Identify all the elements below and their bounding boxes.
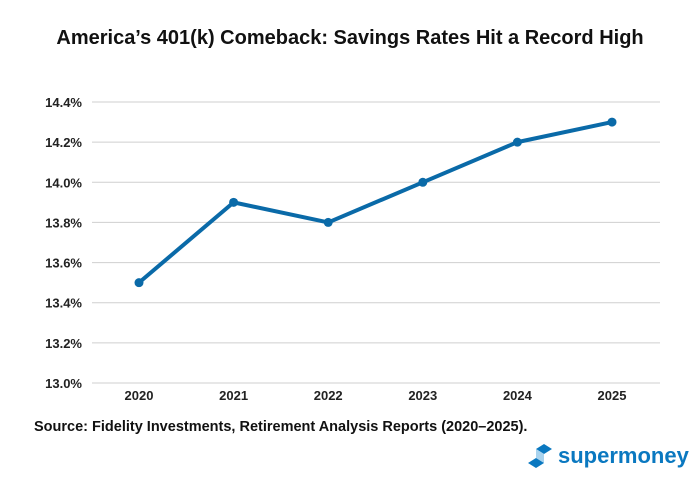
brand-name: supermoney xyxy=(558,443,689,468)
data-point xyxy=(323,217,333,227)
data-point xyxy=(134,278,144,288)
x-tick-label: 2023 xyxy=(408,388,437,403)
chart-title: America’s 401(k) Comeback: Savings Rates… xyxy=(56,27,644,49)
supermoney-logo-icon xyxy=(528,444,552,468)
x-tick-label: 2020 xyxy=(125,388,154,403)
y-tick-label: 13.8% xyxy=(45,215,82,230)
series-line xyxy=(137,120,613,285)
x-tick-label: 2024 xyxy=(503,388,533,403)
x-tick-label: 2025 xyxy=(598,388,627,403)
x-tick-label: 2021 xyxy=(219,388,248,403)
y-tick-label: 13.2% xyxy=(45,336,82,351)
line-chart: 13.0% 13.2% 13.4% 13.6% 13.8% 14.0% 14.2% 14.4%… xyxy=(45,95,660,403)
y-tick-label: 14.4% xyxy=(45,95,82,110)
data-point xyxy=(418,177,428,187)
y-tick-label: 13.4% xyxy=(45,296,82,311)
data-point xyxy=(607,117,617,127)
y-tick-label: 14.2% xyxy=(45,135,82,150)
y-tick-label: 14.0% xyxy=(45,175,82,190)
y-tick-label: 13.6% xyxy=(45,256,82,271)
x-tick-label: 2022 xyxy=(314,388,343,403)
supermoney-logo: supermoney xyxy=(528,443,689,469)
source-note: Source: Fidelity Investments, Retirement… xyxy=(34,419,528,435)
data-point xyxy=(512,137,522,147)
y-tick-label: 13.0% xyxy=(45,376,82,391)
data-point xyxy=(229,197,239,207)
